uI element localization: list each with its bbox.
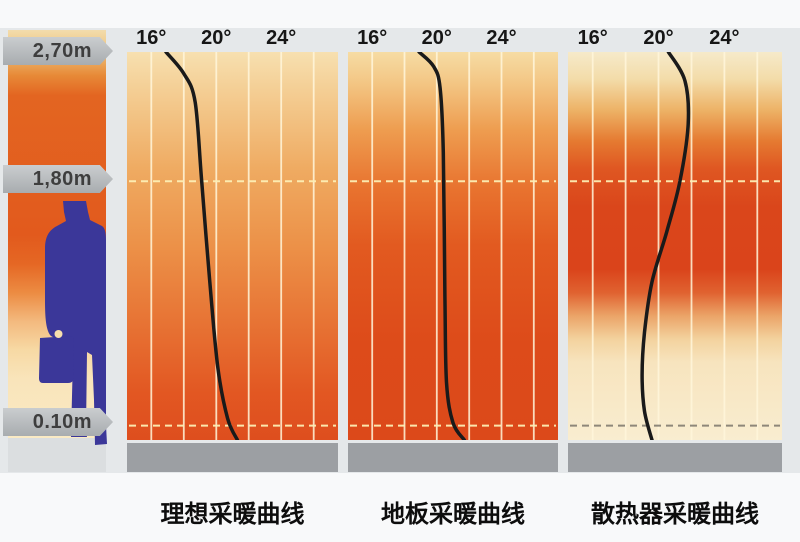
temp-axis-label: 24° xyxy=(709,27,740,49)
temp-axis-label: 24° xyxy=(486,27,517,49)
person-highlight-dot xyxy=(54,330,63,338)
temp-axis-labels: 16° 20° 24° xyxy=(568,22,782,50)
strip-floor-block xyxy=(8,438,106,472)
heatmap-panel xyxy=(348,52,558,440)
person-silhouette-icon xyxy=(39,201,107,445)
height-marker-010: 0.10m xyxy=(3,408,113,436)
heating-curve xyxy=(417,52,467,440)
panel-group-1: 16° 20° 24° 理想采暖曲线 xyxy=(127,0,338,542)
temp-axis-label: 24° xyxy=(266,27,297,49)
temp-axis-label: 20° xyxy=(201,27,232,49)
panel-caption: 地板采暖曲线 xyxy=(381,501,525,528)
height-marker-label: 1,80m xyxy=(32,168,92,190)
briefcase-shape xyxy=(39,336,74,383)
temp-axis-labels: 16° 20° 24° xyxy=(348,22,558,50)
temp-axis-label: 16° xyxy=(136,27,167,49)
height-marker-270: 2,70m xyxy=(3,37,113,65)
panel-group-3: 16° 20° 24° 散热器采暖曲线 xyxy=(568,0,782,542)
heatmap-panel xyxy=(568,52,782,440)
floor-bar xyxy=(568,443,782,472)
curve-plot xyxy=(570,52,780,440)
temp-axis-label: 16° xyxy=(357,27,388,49)
curve-plot xyxy=(129,52,336,440)
heating-curve xyxy=(164,52,240,440)
heating-curve xyxy=(640,52,691,440)
floor-bar xyxy=(127,443,338,472)
temp-axis-labels: 16° 20° 24° xyxy=(127,22,338,50)
person-body-shape xyxy=(45,201,107,445)
height-marker-label: 0.10m xyxy=(32,411,92,433)
panel-caption: 理想采暖曲线 xyxy=(160,501,305,528)
heatmap-panel xyxy=(127,52,338,440)
height-marker-label: 2,70m xyxy=(32,40,92,62)
temp-axis-label: 16° xyxy=(577,27,608,49)
curve-plot xyxy=(350,52,556,440)
temp-axis-label: 20° xyxy=(643,27,674,49)
panel-group-2: 16° 20° 24° 地板采暖曲线 xyxy=(348,0,558,542)
panel-caption: 散热器采暖曲线 xyxy=(591,501,759,528)
temp-axis-label: 20° xyxy=(421,27,452,49)
floor-bar xyxy=(348,443,558,472)
height-marker-180: 1,80m xyxy=(3,165,113,193)
